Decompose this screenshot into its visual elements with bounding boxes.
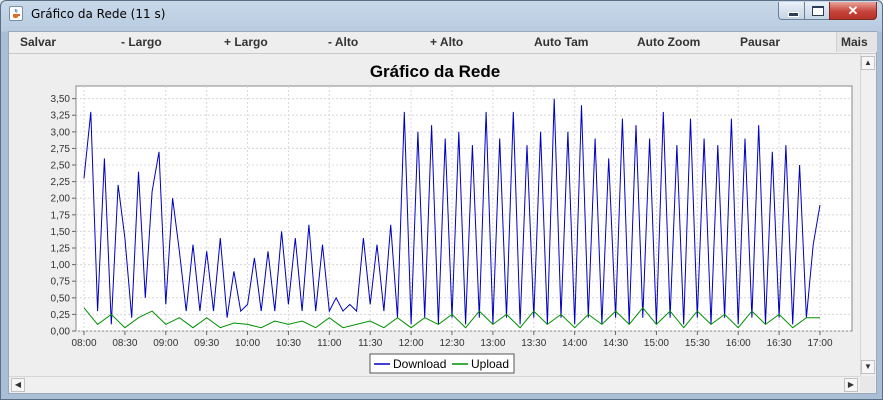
auto-zoom-button[interactable]: Auto Zoom: [637, 35, 701, 49]
x-tick-label: 10:30: [276, 338, 301, 349]
more-button[interactable]: Mais: [836, 32, 877, 52]
x-tick-label: 16:00: [726, 338, 751, 349]
maximize-button[interactable]: [804, 2, 830, 20]
pause-button[interactable]: Pausar: [740, 35, 781, 49]
close-button[interactable]: ✕: [829, 2, 877, 20]
save-button[interactable]: Salvar: [20, 35, 57, 49]
maximize-icon: [812, 6, 824, 16]
window-title: Gráfico da Rede (11 s): [31, 7, 166, 21]
toolbar: Salvar - Largo + Largo - Alto + Alto Aut…: [9, 32, 877, 54]
y-tick-label: 0,75: [51, 277, 71, 288]
horizontal-scrollbar[interactable]: ◀ ▶: [9, 376, 860, 393]
y-tick-label: 1,00: [51, 260, 71, 271]
x-tick-label: 09:00: [153, 338, 178, 349]
x-tick-label: 12:30: [439, 338, 464, 349]
x-tick-label: 09:30: [194, 338, 219, 349]
y-tick-label: 2,25: [51, 177, 71, 188]
vertical-scrollbar[interactable]: ▲ ▼: [860, 54, 876, 376]
x-tick-label: 10:00: [235, 338, 260, 349]
increase-height-button[interactable]: + Alto: [430, 35, 464, 49]
y-tick-label: 3,00: [51, 127, 71, 138]
decrease-height-button[interactable]: - Alto: [328, 35, 359, 49]
x-tick-label: 17:00: [807, 338, 832, 349]
y-tick-label: 2,50: [51, 161, 71, 172]
x-tick-label: 16:30: [767, 338, 792, 349]
network-chart: Gráfico da Rede 0,00 0,25 0,50 0,75 1,00 1,25 1…: [10, 54, 860, 376]
java-cup-icon: [9, 6, 23, 21]
scroll-left-button[interactable]: ◀: [11, 378, 25, 392]
y-tick-label: 0,50: [51, 293, 71, 304]
legend-box: [369, 353, 515, 374]
scroll-right-button[interactable]: ▶: [844, 378, 858, 392]
x-tick-label: 14:00: [562, 338, 587, 349]
legend-label-download: Download: [393, 357, 446, 371]
y-tick-label: 1,75: [51, 210, 71, 221]
decrease-width-button[interactable]: - Largo: [121, 35, 162, 49]
y-tick-label: 3,50: [51, 94, 71, 105]
x-tick-label: 14:30: [603, 338, 628, 349]
x-tick-label: 13:00: [480, 338, 505, 349]
x-tick-label: 08:00: [71, 338, 96, 349]
y-tick-label: 2,00: [51, 194, 71, 205]
more-label: Mais: [841, 35, 868, 49]
minimize-button[interactable]: [778, 2, 805, 20]
chart-title: Gráfico da Rede: [370, 62, 500, 81]
close-icon: ✕: [847, 3, 859, 18]
series-line-upload: [83, 307, 820, 329]
x-tick-label: 11:00: [317, 338, 342, 349]
client-area: Salvar - Largo + Largo - Alto + Alto Aut…: [8, 31, 877, 394]
y-tick-label: 3,25: [51, 111, 71, 122]
x-tick-label: 15:00: [644, 338, 669, 349]
auto-size-button[interactable]: Auto Tam: [534, 35, 589, 49]
increase-width-button[interactable]: + Largo: [224, 35, 268, 49]
plot-area: [75, 85, 853, 332]
y-tick-label: 1,50: [51, 227, 71, 238]
y-tick-label: 0,00: [51, 327, 71, 338]
x-tick-label: 11:30: [358, 338, 383, 349]
legend-label-upload: Upload: [471, 357, 509, 371]
scroll-corner: [860, 376, 875, 392]
scroll-up-button[interactable]: ▲: [861, 56, 875, 70]
title-bar[interactable]: Gráfico da Rede (11 s) ✕: [1, 1, 882, 27]
minimize-icon: [788, 12, 799, 17]
x-tick-label: 12:00: [399, 338, 424, 349]
y-tick-label: 1,25: [51, 244, 71, 255]
y-tick-label: 2,75: [51, 144, 71, 155]
scroll-down-button[interactable]: ▼: [861, 360, 875, 374]
x-tick-label: 13:30: [521, 338, 546, 349]
y-tick-label: 0,25: [51, 310, 71, 321]
x-tick-label: 15:30: [685, 338, 710, 349]
series-line-download: [83, 98, 821, 325]
x-tick-label: 08:30: [112, 338, 137, 349]
